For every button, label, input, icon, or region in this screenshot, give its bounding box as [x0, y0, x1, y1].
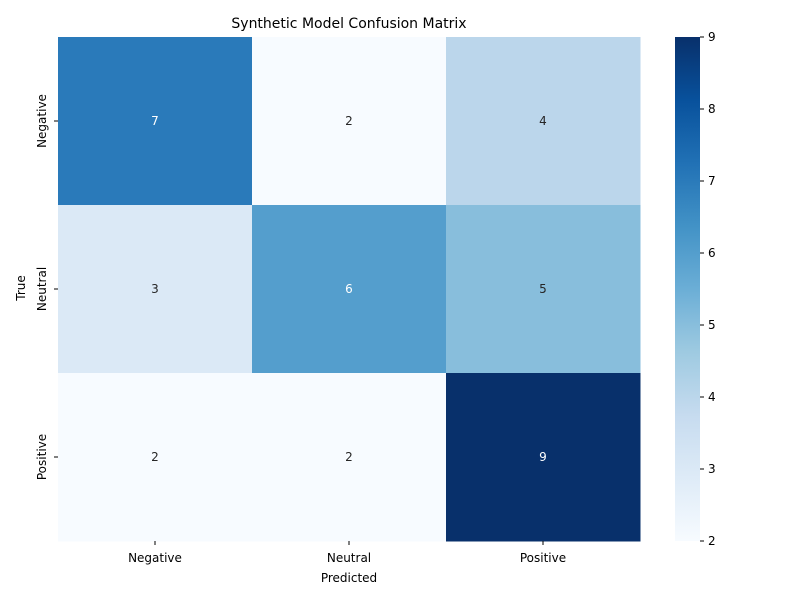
x-tick-label: Neutral — [327, 551, 371, 565]
heatmap-cell — [58, 37, 253, 206]
colorbar-tick-label: 2 — [708, 534, 716, 548]
y-tick-label: Positive — [35, 434, 49, 480]
colorbar-tick-label: 6 — [708, 246, 716, 260]
chart-title: Synthetic Model Confusion Matrix — [231, 16, 466, 32]
y-axis-label: True — [14, 275, 28, 302]
heatmap-cells: 7 2 4 3 6 5 2 2 9 — [58, 37, 641, 542]
x-tick-label: Positive — [520, 551, 566, 565]
cell-value-label: 6 — [345, 282, 353, 296]
cell-value-label: 2 — [151, 450, 159, 464]
cell-value-label: 2 — [345, 114, 353, 128]
heatmap-cell — [446, 205, 641, 374]
colorbar-tick-label: 9 — [708, 30, 716, 44]
heatmap-cell — [252, 373, 447, 542]
y-axis-ticks: Negative Neutral Positive — [35, 94, 58, 480]
heatmap-cell — [58, 205, 253, 374]
heatmap-cell — [446, 373, 641, 542]
x-axis-ticks: Negative Neutral Positive — [128, 541, 566, 565]
x-tick-label: Negative — [128, 551, 182, 565]
colorbar-tick-label: 7 — [708, 174, 716, 188]
cell-value-label: 5 — [539, 282, 547, 296]
colorbar-tick-label: 5 — [708, 318, 716, 332]
heatmap-cell — [252, 205, 447, 374]
colorbar-ticks: 2 3 4 5 6 7 8 9 — [700, 30, 716, 548]
heatmap-cell — [58, 373, 253, 542]
x-axis-label: Predicted — [321, 571, 377, 585]
cell-value-label: 9 — [539, 450, 547, 464]
y-tick-label: Negative — [35, 94, 49, 148]
cell-value-label: 4 — [539, 114, 547, 128]
colorbar — [675, 37, 700, 541]
colorbar-tick-label: 8 — [708, 102, 716, 116]
y-tick-label: Neutral — [35, 267, 49, 311]
colorbar-tick-label: 4 — [708, 390, 716, 404]
cell-value-label: 3 — [151, 282, 159, 296]
heatmap-cell — [252, 37, 447, 206]
cell-value-label: 2 — [345, 450, 353, 464]
colorbar-tick-label: 3 — [708, 462, 716, 476]
heatmap-cell — [446, 37, 641, 206]
cell-value-label: 7 — [151, 114, 159, 128]
